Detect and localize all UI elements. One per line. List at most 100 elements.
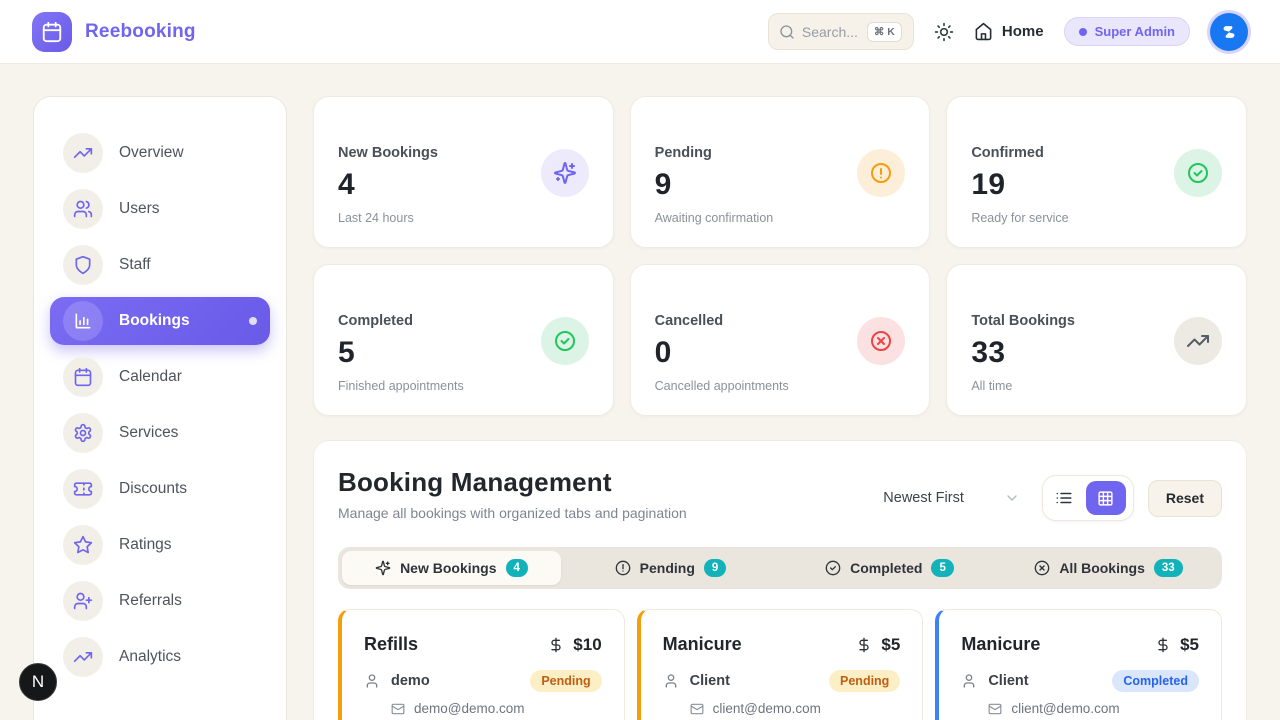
sidebar-item-staff[interactable]: Staff (50, 241, 270, 289)
sort-dropdown[interactable]: Newest First (875, 484, 1028, 512)
mail-icon (690, 702, 704, 716)
booking-client-name: Client (988, 673, 1029, 689)
booking-card[interactable]: Refills $10 demo Pending demo@demo.com (338, 609, 625, 720)
list-view-button[interactable] (1050, 484, 1078, 512)
stat-value: 0 (654, 336, 672, 369)
search-icon (779, 24, 795, 40)
tab-new-bookings[interactable]: New Bookings 4 (342, 551, 561, 585)
sidebar-item-bookings[interactable]: Bookings (50, 297, 270, 345)
booking-client-email: client@demo.com (712, 701, 821, 716)
app-header: Reebooking ⌘ K Home Super Admin (0, 0, 1280, 64)
sidebar-item-label: Users (119, 200, 160, 217)
sidebar-item-overview[interactable]: Overview (50, 129, 270, 177)
status-badge: Completed (1112, 670, 1199, 692)
sidebar-item-calendar[interactable]: Calendar (50, 353, 270, 401)
stat-value: 9 (654, 168, 672, 201)
sidebar-item-label: Ratings (119, 536, 172, 553)
bar-chart-icon (63, 301, 103, 341)
sidebar-item-analytics[interactable]: Analytics (50, 633, 270, 681)
sidebar-item-users[interactable]: Users (50, 185, 270, 233)
stat-card-confirmed: Confirmed 19 Ready for service (946, 96, 1247, 248)
brand[interactable]: Reebooking (32, 11, 196, 52)
booking-card[interactable]: Manicure $5 Client Pending client@demo. (636, 609, 924, 720)
search-input[interactable] (801, 23, 860, 40)
ticket-icon (63, 469, 103, 509)
gear-icon (63, 413, 103, 453)
sidebar-item-label: Discounts (119, 480, 188, 497)
trending-up-icon (63, 133, 103, 173)
booking-service-name: Refills (364, 634, 419, 654)
booking-card[interactable]: Manicure $5 Client Completed client@dem (935, 609, 1222, 720)
tab-pending[interactable]: Pending 9 (561, 551, 780, 585)
tab-label: New Bookings (400, 560, 497, 576)
home-link[interactable]: Home (974, 22, 1044, 41)
sidebar-item-label: Calendar (119, 368, 182, 385)
users-icon (63, 189, 103, 229)
bookings-grid: Refills $10 demo Pending demo@demo.com (338, 609, 1222, 720)
sparkles-icon (540, 149, 589, 197)
stat-caption: Ready for service (971, 211, 1069, 225)
user-icon (961, 673, 977, 689)
role-status-dot (1078, 27, 1087, 36)
mail-icon (391, 702, 405, 716)
stats-grid: New Bookings 4 Last 24 hours Pending 9 A… (313, 96, 1247, 416)
stat-value: 4 (338, 168, 355, 201)
stat-value: 33 (971, 336, 1006, 369)
stat-label: New Bookings (338, 145, 438, 161)
search-shortcut-kbd: ⌘ K (866, 21, 902, 42)
stat-label: Total Bookings (971, 313, 1075, 329)
stat-card-cancelled: Cancelled 0 Cancelled appointments (629, 264, 931, 416)
check-circle-icon (825, 560, 841, 576)
booking-client-name: Client (689, 673, 730, 689)
check-circle-icon (1173, 149, 1222, 197)
role-badge[interactable]: Super Admin (1063, 17, 1190, 46)
check-circle-icon (540, 317, 589, 365)
sidebar-item-services[interactable]: Services (50, 409, 270, 457)
search-box[interactable]: ⌘ K (767, 13, 914, 50)
user-avatar[interactable] (1210, 12, 1248, 51)
brand-name: Reebooking (85, 20, 196, 42)
status-badge: Pending (530, 670, 602, 692)
x-circle-icon (1034, 560, 1050, 576)
devtools-button[interactable]: N (19, 663, 57, 701)
home-label: Home (1001, 23, 1044, 40)
theme-toggle-button[interactable] (934, 22, 954, 42)
calendar-logo-icon (32, 11, 72, 52)
sidebar-item-referrals[interactable]: Referrals (50, 577, 270, 625)
stat-card-pending: Pending 9 Awaiting confirmation (629, 96, 931, 248)
sidebar: Overview Users Staff Bookings Calendar S… (33, 96, 287, 720)
booking-client-name: demo (391, 673, 430, 689)
sidebar-item-discounts[interactable]: Discounts (50, 465, 270, 513)
sidebar-item-label: Bookings (119, 312, 190, 329)
tab-label: All Bookings (1059, 560, 1145, 576)
tab-all-bookings[interactable]: All Bookings 33 (999, 551, 1218, 585)
booking-client-email: demo@demo.com (414, 701, 525, 716)
alert-circle-icon (857, 149, 906, 197)
booking-price: $10 (573, 634, 602, 654)
reset-button[interactable]: Reset (1147, 479, 1222, 517)
stat-card-new-bookings: New Bookings 4 Last 24 hours (313, 96, 614, 248)
stat-caption: All time (971, 379, 1013, 393)
stat-value: 5 (338, 336, 355, 369)
sidebar-item-label: Staff (119, 256, 151, 273)
sidebar-item-ratings[interactable]: Ratings (50, 521, 270, 569)
trending-up-icon (63, 637, 103, 677)
tab-count-badge: 33 (1153, 559, 1183, 577)
stat-value: 19 (971, 168, 1006, 201)
stat-label: Confirmed (971, 145, 1044, 161)
stat-label: Cancelled (654, 313, 724, 329)
sidebar-item-label: Overview (119, 144, 184, 161)
chevron-down-icon (1004, 490, 1020, 506)
grid-view-button[interactable] (1085, 481, 1126, 515)
stat-caption: Awaiting confirmation (654, 211, 774, 225)
trending-up-icon (1173, 317, 1222, 365)
calendar-icon (63, 357, 103, 397)
booking-tabs: New Bookings 4 Pending 9 Completed 5 All… (338, 547, 1222, 589)
tab-completed[interactable]: Completed 5 (780, 551, 999, 585)
sparkles-icon (375, 560, 391, 576)
stat-label: Completed (338, 313, 413, 329)
stat-caption: Cancelled appointments (654, 379, 789, 393)
sidebar-item-label: Referrals (119, 592, 182, 609)
view-toggle-group (1041, 475, 1134, 521)
stat-label: Pending (654, 145, 712, 161)
